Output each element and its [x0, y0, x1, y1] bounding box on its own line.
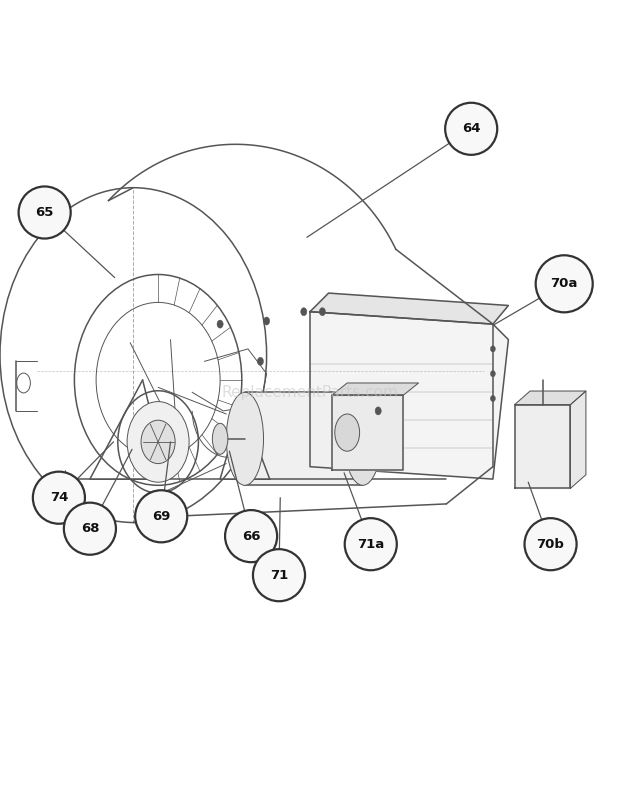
Circle shape — [225, 510, 277, 562]
Ellipse shape — [257, 357, 264, 365]
Polygon shape — [245, 392, 363, 485]
Ellipse shape — [490, 395, 495, 402]
Text: 64: 64 — [462, 122, 480, 135]
Ellipse shape — [319, 308, 326, 316]
Polygon shape — [570, 391, 586, 489]
Polygon shape — [332, 395, 403, 469]
Polygon shape — [310, 293, 508, 324]
Ellipse shape — [490, 371, 495, 377]
Ellipse shape — [226, 392, 264, 485]
Text: ReplacementParts.com: ReplacementParts.com — [221, 385, 399, 400]
Ellipse shape — [344, 392, 381, 485]
Circle shape — [536, 255, 593, 312]
Circle shape — [253, 549, 305, 601]
Ellipse shape — [264, 317, 270, 325]
Text: 65: 65 — [35, 206, 54, 219]
Ellipse shape — [127, 402, 189, 482]
Polygon shape — [310, 312, 508, 479]
Text: 71a: 71a — [357, 538, 384, 551]
Ellipse shape — [335, 414, 360, 451]
Circle shape — [525, 518, 577, 570]
Text: 66: 66 — [242, 530, 260, 543]
Circle shape — [135, 490, 187, 542]
Ellipse shape — [301, 308, 307, 316]
Polygon shape — [515, 391, 586, 405]
Ellipse shape — [217, 320, 223, 328]
Ellipse shape — [212, 423, 228, 454]
Ellipse shape — [141, 420, 175, 464]
Circle shape — [33, 472, 85, 524]
Text: 71: 71 — [270, 569, 288, 582]
Circle shape — [64, 503, 116, 555]
Circle shape — [345, 518, 397, 570]
Ellipse shape — [375, 407, 381, 415]
Polygon shape — [515, 405, 570, 489]
Text: 68: 68 — [81, 522, 99, 536]
Polygon shape — [332, 383, 419, 395]
Text: 70b: 70b — [537, 538, 564, 551]
Circle shape — [19, 186, 71, 238]
Text: 69: 69 — [152, 510, 171, 523]
Text: 70a: 70a — [551, 277, 578, 290]
Circle shape — [445, 103, 497, 155]
Text: 74: 74 — [50, 491, 68, 505]
Ellipse shape — [490, 346, 495, 352]
